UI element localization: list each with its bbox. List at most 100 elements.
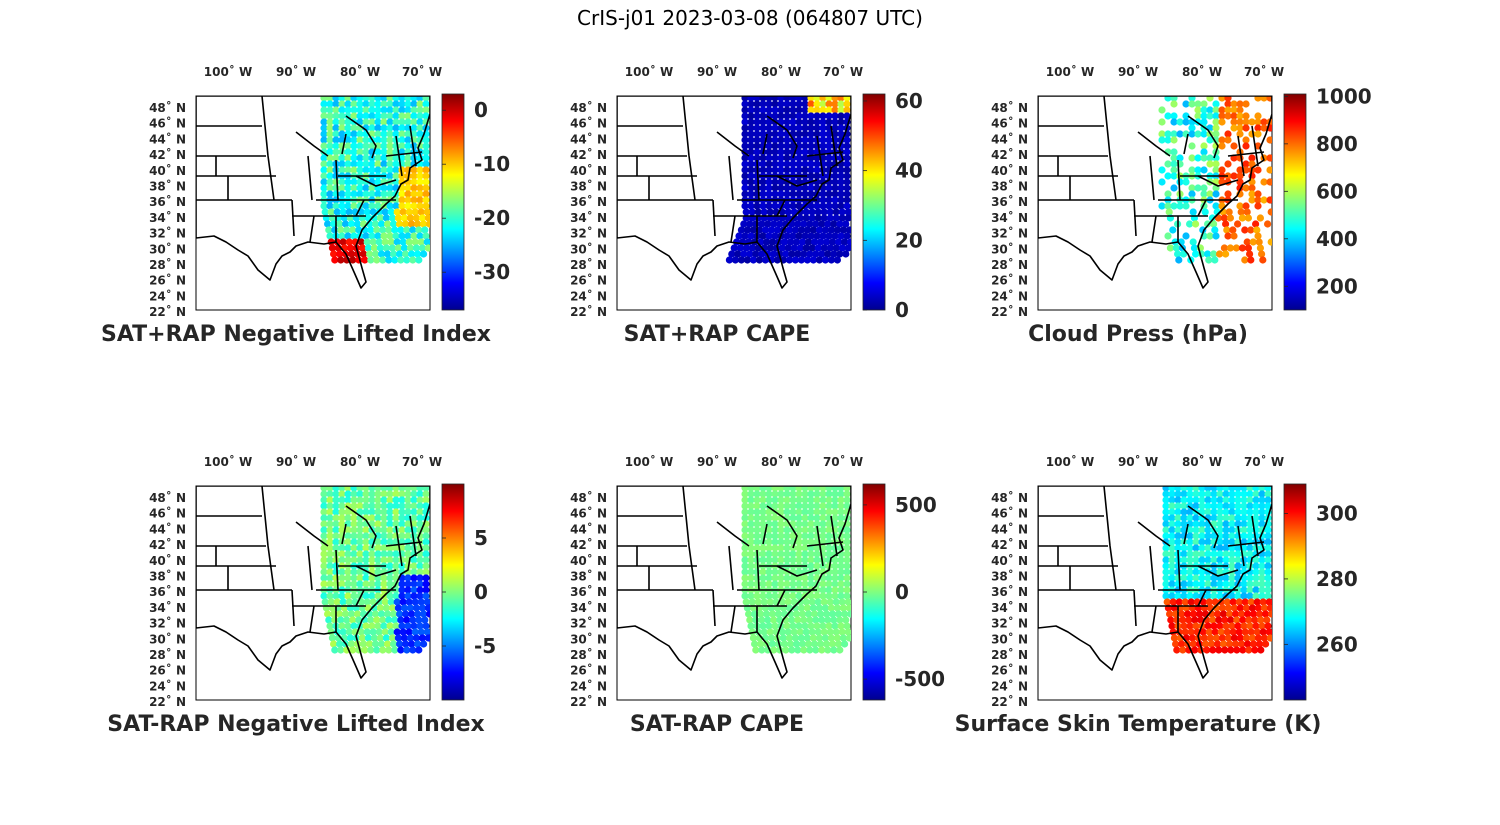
swath-point (843, 592, 851, 600)
swath-point (1180, 544, 1188, 552)
swath-point (747, 496, 755, 504)
colorbar (1283, 483, 1307, 701)
swath-point (801, 100, 809, 108)
swath-point (777, 160, 785, 168)
swath-point (771, 178, 779, 186)
swath-point (1170, 148, 1178, 156)
swath-point (824, 616, 832, 624)
swath-point (825, 526, 833, 534)
swath-point (1228, 592, 1236, 600)
swath-point (1168, 514, 1176, 522)
lat-label: 48˚ N (991, 100, 1028, 115)
swath-point (789, 574, 797, 582)
swath-point (1222, 538, 1230, 546)
lon-label: 70˚ W (402, 64, 442, 79)
swath-point (765, 508, 773, 516)
swath-point (403, 226, 411, 234)
swath-point (1212, 604, 1220, 612)
swath-point (368, 580, 376, 588)
state-border (806, 151, 844, 157)
swath-point (1268, 610, 1272, 618)
lon-label: 90˚ W (1118, 64, 1158, 79)
swath-point (819, 118, 827, 126)
swath-point (813, 160, 821, 168)
swath-point (1170, 202, 1178, 210)
swath-point (807, 124, 815, 132)
swath-point (771, 490, 779, 498)
lat-label: 32˚ N (149, 616, 186, 631)
swath-point (1248, 604, 1256, 612)
swath-point (1251, 616, 1259, 624)
swath-point (796, 628, 804, 636)
swath-point (728, 250, 736, 258)
swath-point (350, 486, 358, 492)
swath-point (350, 130, 358, 138)
swath-point (811, 238, 819, 246)
swath-point (1188, 190, 1196, 198)
swath-point (1228, 490, 1236, 498)
swath-point (813, 622, 821, 630)
swath-point (760, 598, 768, 606)
swath-point (398, 622, 406, 630)
swath-point (830, 250, 838, 258)
swath-point (737, 256, 745, 264)
swath-point (801, 502, 809, 510)
swath-point (362, 136, 370, 144)
swath-point (1192, 556, 1200, 564)
swath-point (422, 196, 430, 204)
swath-point (800, 250, 808, 258)
swath-point (807, 142, 815, 150)
panel-title: SAT+RAP Negative Lifted Index (101, 322, 491, 347)
swath-point (819, 178, 827, 186)
swath-point (783, 574, 791, 582)
swath-point (1180, 502, 1188, 510)
swath-point (759, 508, 767, 516)
swath-point (813, 496, 821, 504)
swath-point (1192, 544, 1200, 552)
swath-point (759, 580, 767, 588)
swath-point (789, 556, 797, 564)
swath-point (422, 592, 430, 600)
swath-point (1264, 550, 1272, 558)
swath-point (338, 580, 346, 588)
swath-point (374, 166, 382, 174)
swath-point (320, 520, 328, 528)
swath-point (415, 256, 423, 264)
swath-point (1200, 100, 1208, 108)
swath-point (1186, 550, 1194, 558)
swath-point (807, 232, 815, 240)
swath-point (1266, 178, 1272, 186)
swath-point (795, 502, 803, 510)
swath-point (1224, 160, 1232, 168)
swath-point (1205, 628, 1213, 636)
swath-point (326, 106, 334, 114)
swath-point (1168, 520, 1176, 528)
swath-point (1255, 238, 1263, 246)
swath-point (338, 160, 346, 168)
state-border (355, 589, 365, 607)
swath-point (410, 508, 418, 516)
swath-point (350, 184, 358, 192)
swath-point (837, 172, 845, 180)
swath-point (787, 238, 795, 246)
swath-point (825, 112, 833, 120)
swath-point (1239, 616, 1247, 624)
swath-point (741, 154, 749, 162)
swath-point (742, 244, 750, 252)
swath-point (410, 496, 418, 504)
swath-point (1218, 142, 1226, 150)
swath-point (326, 486, 334, 492)
swath-point (1162, 502, 1170, 510)
swath-point (753, 148, 761, 156)
swath-point (758, 220, 766, 228)
swath-point (410, 562, 418, 570)
swath-point (368, 550, 376, 558)
swath-point (350, 580, 358, 588)
swath-point (392, 486, 400, 492)
swath-point (795, 544, 803, 552)
swath-point (795, 556, 803, 564)
swath-point (801, 154, 809, 162)
state-border (409, 125, 417, 167)
swath-point (332, 106, 340, 114)
swath-point (422, 532, 430, 540)
